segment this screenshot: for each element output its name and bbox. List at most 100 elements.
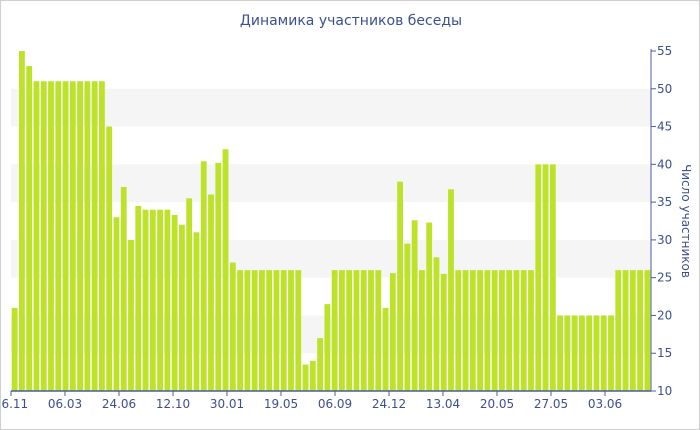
bar <box>142 209 149 391</box>
bar <box>339 270 345 391</box>
bar <box>157 209 163 391</box>
bar <box>40 81 47 391</box>
bar <box>215 162 222 391</box>
bar <box>273 270 280 391</box>
bar <box>404 243 411 391</box>
bar <box>608 315 614 391</box>
bar <box>113 217 120 391</box>
bar <box>528 270 534 391</box>
bar <box>106 126 113 392</box>
x-tick-label: 03.06 <box>588 397 622 411</box>
y-tick-label: 45 <box>657 120 672 134</box>
x-tick-label: 24.06 <box>102 397 136 411</box>
bar <box>535 164 542 391</box>
bar <box>346 270 353 391</box>
bar <box>179 224 185 391</box>
bar <box>448 189 454 391</box>
bar <box>186 198 193 391</box>
bar <box>557 315 563 391</box>
bar <box>324 304 331 391</box>
bar <box>579 315 585 391</box>
bar <box>571 315 578 391</box>
bar <box>622 270 629 391</box>
bar <box>637 270 643 391</box>
bar <box>484 270 491 391</box>
bar <box>171 214 178 391</box>
bars <box>11 51 651 392</box>
bar <box>208 194 214 391</box>
bar <box>11 307 18 391</box>
bar <box>251 270 258 391</box>
bar <box>549 164 556 391</box>
y-tick-label: 15 <box>657 346 672 360</box>
bar <box>593 315 600 391</box>
bar <box>375 270 382 391</box>
x-tick-label: 30.01 <box>210 397 244 411</box>
bar <box>368 270 374 391</box>
y-tick-label: 10 <box>657 384 672 398</box>
x-tick-label: 27.05 <box>534 397 568 411</box>
bar <box>149 209 156 391</box>
bar <box>77 81 83 391</box>
chart-title: Динамика участников беседы <box>239 13 463 29</box>
bar <box>164 209 171 391</box>
bar <box>135 205 142 391</box>
bar <box>477 270 483 391</box>
bar <box>317 338 323 391</box>
bar <box>19 51 25 391</box>
x-tick-label: 20.05 <box>480 397 514 411</box>
bar <box>309 360 316 391</box>
bar <box>288 270 294 391</box>
bar <box>259 270 265 391</box>
bar <box>26 66 33 391</box>
x-tick-label: 24.12 <box>372 397 406 411</box>
bar <box>564 315 571 391</box>
bar <box>586 315 593 391</box>
bar <box>513 270 520 391</box>
y-tick-label: 50 <box>657 82 672 96</box>
y-axis-ticks: 10 15 20 25 30 35 40 45 50 55 <box>651 44 672 398</box>
bar <box>389 273 396 391</box>
y-tick-label: 35 <box>657 195 672 209</box>
bar <box>200 161 207 391</box>
bar <box>600 315 607 391</box>
x-tick-label: 16.11 <box>1 397 28 411</box>
x-tick-label: 06.03 <box>48 397 82 411</box>
bar <box>433 257 440 391</box>
bar <box>353 270 360 391</box>
x-axis-ticks: 16.11 06.03 24.06 12.10 30.01 19.05 06.09 24.12… <box>1 391 622 411</box>
x-tick-label: 12.10 <box>156 397 190 411</box>
bar <box>382 307 389 391</box>
y-tick-label: 30 <box>657 233 672 247</box>
bar <box>91 81 98 391</box>
bar <box>644 270 651 391</box>
bar <box>499 270 505 391</box>
x-tick-label: 13.04 <box>426 397 460 411</box>
bar <box>397 181 403 391</box>
bar <box>295 270 302 391</box>
bar <box>629 270 636 391</box>
bar <box>419 270 425 391</box>
bar <box>48 81 54 391</box>
bar <box>469 270 476 391</box>
y-axis-title: Число участников <box>679 164 693 278</box>
bar <box>506 270 513 391</box>
bar <box>237 270 243 391</box>
bar <box>55 81 62 391</box>
bar <box>520 270 527 391</box>
bar <box>440 273 447 391</box>
bar <box>426 222 433 391</box>
bar <box>360 270 367 391</box>
bar <box>244 270 251 391</box>
bar <box>99 81 105 391</box>
bar <box>455 270 462 391</box>
y-tick-label: 25 <box>657 271 672 285</box>
bar <box>302 364 309 391</box>
bar <box>193 232 200 391</box>
bar <box>84 81 91 391</box>
bar <box>62 81 69 391</box>
grid-band <box>11 88 651 127</box>
bar <box>128 239 134 391</box>
